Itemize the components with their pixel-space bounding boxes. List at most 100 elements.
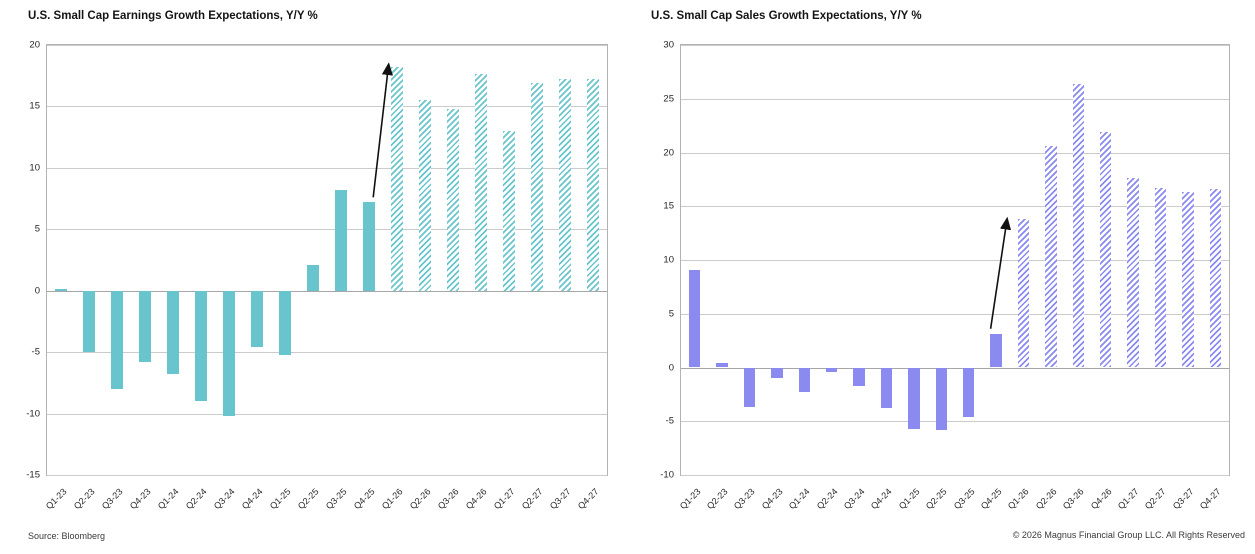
x-tick-label-Q4-27: Q4-27 xyxy=(1198,486,1223,512)
bar-forecast-Q2-27 xyxy=(1154,187,1167,368)
gridline--15 xyxy=(47,475,607,476)
x-tick-label-Q2-27: Q2-27 xyxy=(1143,486,1169,512)
bar-Q2-25 xyxy=(307,264,319,291)
x-tick-label-Q3-25: Q3-25 xyxy=(323,486,349,512)
gridline-10 xyxy=(47,167,607,169)
x-tick-label-Q2-25: Q2-25 xyxy=(924,486,949,512)
x-tick-label-Q4-23: Q4-23 xyxy=(127,486,153,512)
bar-Q2-24 xyxy=(825,367,838,372)
copyright-notice: © 2026 Magnus Financial Group LLC. All R… xyxy=(1012,530,1245,540)
x-tick-label-Q1-27: Q1-27 xyxy=(491,486,517,512)
bar-forecast-Q3-27 xyxy=(1182,192,1194,368)
gridline--10 xyxy=(681,475,1229,476)
bar-forecast-Q4-27 xyxy=(587,79,599,291)
x-tick-label-Q2-23: Q2-23 xyxy=(71,486,97,512)
x-tick-label-Q2-23: Q2-23 xyxy=(704,486,730,512)
bar-forecast-Q4-26 xyxy=(475,74,487,291)
y-tick-label-10: 10 xyxy=(663,254,674,266)
x-tick-label-Q1-25: Q1-25 xyxy=(267,486,293,512)
bar-Q4-23 xyxy=(771,367,783,379)
x-tick-label-Q2-26: Q2-26 xyxy=(1033,486,1059,512)
bar-forecast-Q4-26 xyxy=(1099,132,1112,368)
y-tick-label-5: 5 xyxy=(34,223,40,235)
gridline-30 xyxy=(681,45,1229,46)
y-tick-label--5: -5 xyxy=(31,346,40,358)
bar-forecast-Q1-27 xyxy=(503,131,515,291)
bar-Q3-25 xyxy=(335,189,347,291)
bar-forecast-Q1-27 xyxy=(1127,178,1139,368)
x-tick-label-Q2-26: Q2-26 xyxy=(407,486,433,512)
y-tick-label--10: -10 xyxy=(660,469,674,481)
x-tick-label-Q2-24: Q2-24 xyxy=(814,486,840,512)
y-tick-label-0: 0 xyxy=(668,362,674,373)
bar-forecast-Q2-26 xyxy=(1045,146,1057,368)
gridline-0 xyxy=(47,290,607,292)
gridline-10 xyxy=(681,260,1229,261)
x-tick-label-Q1-24: Q1-24 xyxy=(787,486,812,512)
x-tick-label-Q4-24: Q4-24 xyxy=(239,486,265,512)
gridline-20 xyxy=(47,45,607,46)
x-tick-label-Q3-27: Q3-27 xyxy=(1170,486,1196,512)
y-tick-label-15: 15 xyxy=(29,100,40,112)
source-note: Source: Bloomberg xyxy=(28,531,106,541)
y-tick-label-0: 0 xyxy=(34,285,40,297)
bar-forecast-Q1-26 xyxy=(1017,219,1030,368)
gridline-5 xyxy=(681,313,1229,315)
bar-Q4-25 xyxy=(990,334,1002,368)
x-tick-label-Q1-25: Q1-25 xyxy=(896,486,922,512)
x-tick-label-Q2-24: Q2-24 xyxy=(183,486,209,512)
x-tick-label-Q3-27: Q3-27 xyxy=(547,486,573,512)
sales-chart-plot: 30 25 20 15 10 5 0 -5 -10 Q1-23 Q2-23 Q3-23 Q4-23 Q1-… xyxy=(660,40,1230,511)
x-tick-label-Q3-23: Q3-23 xyxy=(732,486,758,512)
chart-title-sales: U.S. Small Cap Sales Growth Expectations… xyxy=(651,10,922,22)
y-tick-label-15: 15 xyxy=(663,200,674,212)
bar-Q2-24 xyxy=(195,290,207,402)
x-tick-label-Q2-25: Q2-25 xyxy=(295,486,321,512)
x-tick-label-Q4-26: Q4-26 xyxy=(1088,486,1114,512)
x-tick-label-Q1-24: Q1-24 xyxy=(155,486,181,512)
x-tick-label-Q3-24: Q3-24 xyxy=(211,486,237,512)
x-tick-label-Q1-27: Q1-27 xyxy=(1115,486,1141,512)
y-tick-label-25: 25 xyxy=(663,93,674,105)
bar-Q3-24 xyxy=(853,367,865,386)
bar-Q2-23 xyxy=(716,363,728,368)
bar-forecast-Q4-27 xyxy=(1209,189,1222,368)
x-tick-label-Q1-26: Q1-26 xyxy=(379,486,405,512)
bar-forecast-Q2-26 xyxy=(419,100,431,291)
bar-Q2-23 xyxy=(83,290,95,353)
gridline-5 xyxy=(47,229,607,231)
gridline-0 xyxy=(681,367,1229,369)
x-tick-label-Q4-25: Q4-25 xyxy=(351,486,377,512)
earnings-chart-plot: 20 15 10 5 0 -5 -10 -15 Q1-23 Q2-23 Q3-23 Q4-23 Q1-2… xyxy=(26,40,608,511)
bar-forecast-Q3-26 xyxy=(1072,83,1085,368)
y-tick-label--15: -15 xyxy=(26,469,40,481)
x-tick-label-Q3-26: Q3-26 xyxy=(435,486,461,512)
bar-Q1-24 xyxy=(167,290,179,375)
y-tick-label-10: 10 xyxy=(29,162,40,174)
x-tick-label-Q1-26: Q1-26 xyxy=(1006,486,1032,512)
x-tick-label-Q1-23: Q1-23 xyxy=(43,486,69,512)
bar-forecast-Q3-26 xyxy=(447,108,459,291)
bar-forecast-Q1-26 xyxy=(391,67,403,291)
gridline-20 xyxy=(681,152,1229,154)
bar-Q1-24 xyxy=(798,367,811,393)
chart-title-earnings: U.S. Small Cap Earnings Growth Expectati… xyxy=(28,10,318,22)
gridline-15 xyxy=(47,106,607,108)
x-tick-label-Q4-27: Q4-27 xyxy=(575,486,601,512)
x-tick-label-Q3-25: Q3-25 xyxy=(951,486,977,512)
x-tick-label-Q4-23: Q4-23 xyxy=(759,486,785,512)
gridline--10 xyxy=(47,413,607,415)
x-tick-label-Q3-24: Q3-24 xyxy=(841,486,867,512)
bar-Q1-25 xyxy=(908,367,920,429)
gridline--5 xyxy=(681,421,1229,423)
bar-Q3-25 xyxy=(962,367,975,417)
x-tick-label-Q3-26: Q3-26 xyxy=(1061,486,1086,512)
bar-forecast-Q3-27 xyxy=(559,79,571,291)
bar-Q4-24 xyxy=(251,290,263,348)
bar-Q4-24 xyxy=(880,367,893,409)
bar-Q1-23 xyxy=(688,269,701,368)
y-tick-label-20: 20 xyxy=(29,39,40,51)
bar-forecast-Q2-27 xyxy=(531,83,543,291)
bar-Q4-23 xyxy=(139,290,151,362)
x-tick-label-Q3-23: Q3-23 xyxy=(99,486,125,512)
